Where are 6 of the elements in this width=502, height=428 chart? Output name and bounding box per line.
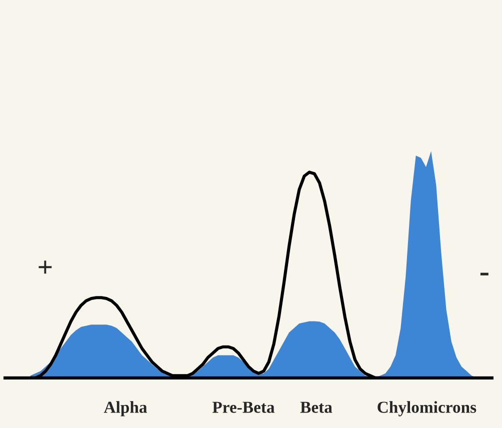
text: Beta [300,402,332,413]
text: Pre-Beta [212,402,275,413]
text: Alpha [104,401,148,416]
text: - [480,272,488,276]
annotation: + [38,260,52,274]
text: Chylomicrons [378,401,476,416]
